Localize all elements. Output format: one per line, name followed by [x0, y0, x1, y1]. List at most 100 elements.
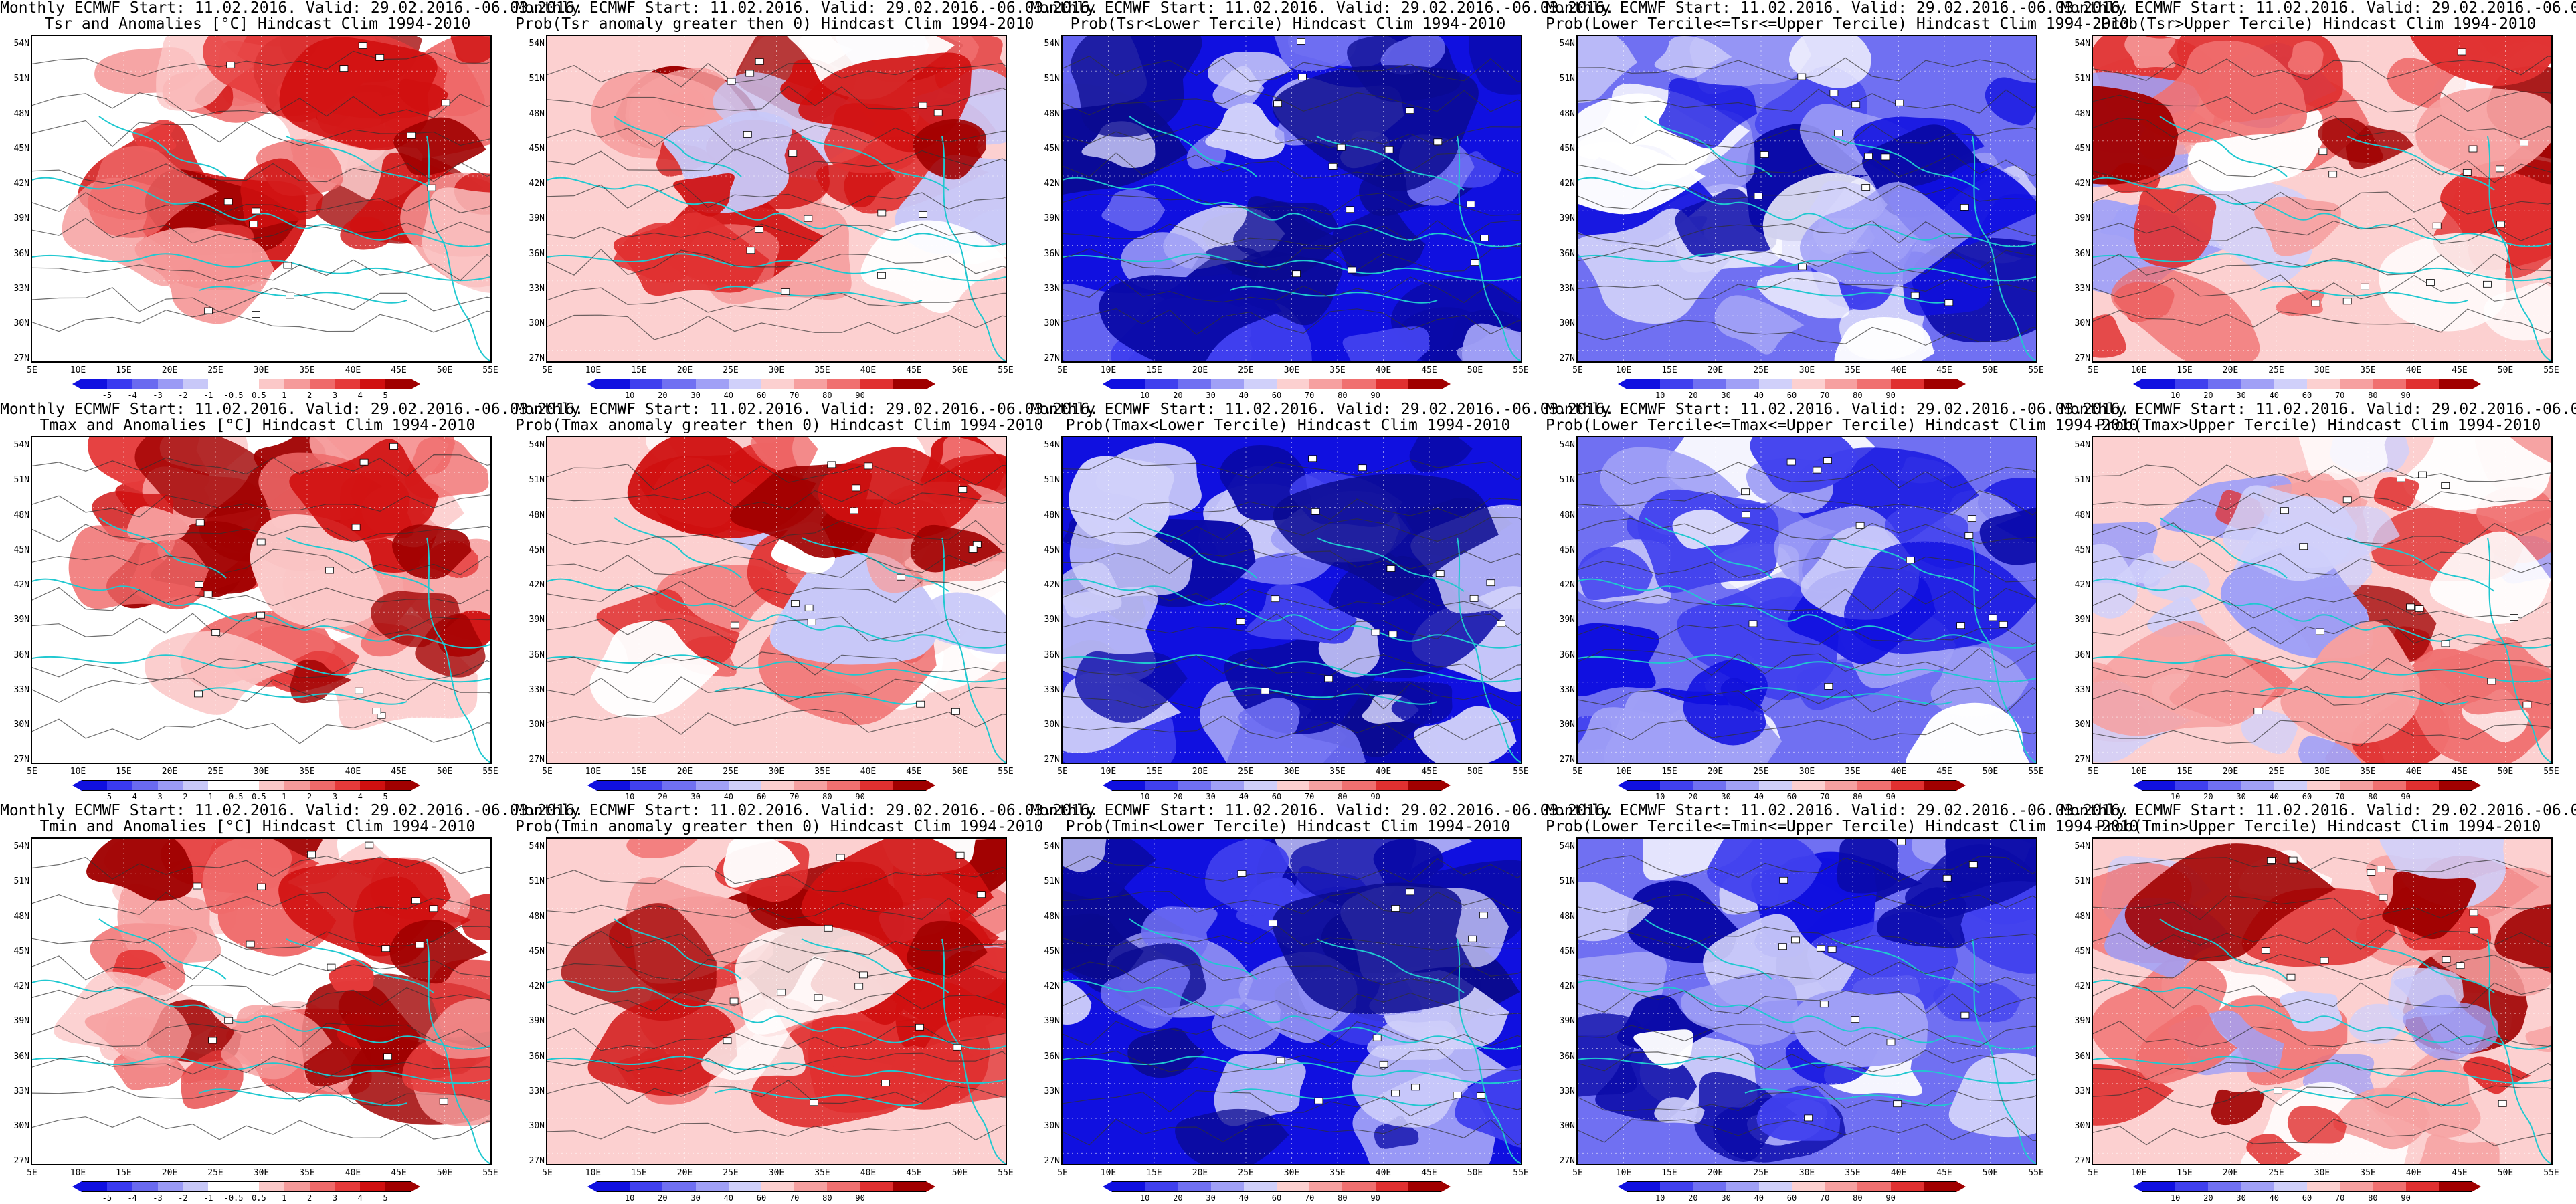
panel-title-line1: Monthly ECMWF Start: 11.02.2016. Valid: … — [515, 0, 1099, 17]
latitude-label: 30N — [1559, 720, 1575, 730]
map-area — [1576, 35, 2037, 363]
longitude-label: 30E — [253, 1168, 270, 1178]
colorbar-segment — [1145, 1181, 1178, 1192]
colorbar-segment — [1890, 780, 1924, 791]
colorbar-segment — [2438, 1181, 2472, 1192]
station-marker — [1778, 943, 1787, 950]
colorbar-segment — [1857, 379, 1891, 389]
latitude-label: 54N — [13, 841, 29, 851]
shaded-region — [1380, 36, 1445, 75]
shaded-region — [250, 514, 384, 629]
colorbar-tick-label: 30 — [1206, 391, 1216, 400]
contour-line — [32, 926, 490, 950]
colorbar-segment — [827, 1181, 860, 1192]
station-marker — [251, 207, 260, 215]
coastline — [98, 116, 227, 177]
latitude-label: 48N — [2074, 911, 2090, 922]
shaded-region — [2379, 233, 2508, 332]
shaded-region — [1274, 36, 1359, 71]
contour-line — [1578, 719, 2036, 741]
latitude-label: 27N — [1559, 1156, 1575, 1167]
station-marker — [325, 567, 335, 574]
colorbar-tick-label: 70 — [789, 391, 800, 400]
shaded-region — [1100, 959, 1191, 1029]
station-marker — [377, 712, 386, 719]
colorbar — [2133, 780, 2482, 791]
station-marker — [1237, 870, 1247, 877]
contour-line — [547, 1122, 1006, 1140]
station-marker — [1435, 570, 1445, 577]
latitude-label: 36N — [1044, 248, 1060, 259]
latitude-label: 33N — [1559, 283, 1575, 294]
shaded-region — [1844, 541, 2036, 654]
panel-title-line1: Monthly ECMWF Start: 11.02.2016. Valid: … — [2061, 802, 2576, 819]
station-marker — [1453, 1092, 1462, 1098]
coastline — [1744, 286, 1953, 304]
shaded-region — [88, 146, 219, 238]
contour-line — [547, 708, 1006, 735]
station-marker — [285, 292, 294, 299]
station-marker — [256, 538, 266, 546]
colorbar-segment — [1309, 1181, 1343, 1192]
coastline — [1229, 1088, 1438, 1106]
station-marker — [897, 573, 905, 581]
latitude-label: 48N — [13, 510, 29, 520]
colorbar-segment — [335, 379, 361, 389]
colorbar-arrow-left — [1103, 1181, 1112, 1192]
shaded-region — [614, 223, 689, 283]
colorbar-segment — [2274, 780, 2308, 791]
colorbar-segment — [1726, 379, 1759, 389]
colorbar-tick-label: -3 — [153, 792, 163, 801]
latitude-label: 45N — [2074, 544, 2090, 555]
coastline — [2093, 979, 2551, 1050]
station-marker — [827, 461, 836, 468]
coastline — [547, 253, 1006, 282]
colorbar-tick-label: -5 — [102, 1193, 112, 1203]
longitude-label: 25E — [1238, 365, 1254, 375]
latitude-label: 36N — [13, 1051, 29, 1062]
panel-title-line2: Prob(Tsr<Lower Tercile) Hindcast Clim 19… — [1070, 15, 1506, 33]
colorbar-segment — [234, 1181, 259, 1192]
colorbar-segment — [1145, 780, 1178, 791]
colorbar-segment — [1243, 1181, 1277, 1192]
station-marker — [256, 883, 266, 890]
longitude-label: 40E — [1375, 767, 1392, 777]
longitude-label: 25E — [2268, 1168, 2284, 1178]
longitude-label: 45E — [1936, 365, 1952, 375]
contour-line — [547, 287, 1006, 313]
longitude-label: 35E — [814, 767, 830, 777]
contour-line — [32, 587, 490, 611]
coastline — [1831, 136, 1980, 191]
colorbar-segment — [1660, 379, 1693, 389]
shaded-region — [2382, 871, 2476, 940]
colorbar-tick-label: 30 — [691, 391, 701, 400]
latitude-label: 51N — [13, 475, 29, 486]
latitude-label: 27N — [1044, 1156, 1060, 1167]
coastline — [426, 136, 490, 361]
coastline — [941, 136, 1006, 361]
latitude-label: 42N — [2074, 179, 2090, 189]
latitude-label: 30N — [529, 720, 545, 730]
colorbar-segment — [1277, 1181, 1310, 1192]
longitude-label: 50E — [1982, 1168, 1999, 1178]
colorbar-tick-label: 90 — [1370, 792, 1380, 801]
longitude-label: 30E — [1283, 365, 1300, 375]
longitude-label: 20E — [161, 1168, 178, 1178]
contour-line — [1578, 647, 2036, 676]
station-marker — [727, 78, 736, 85]
latitude-label: 36N — [1044, 649, 1060, 660]
colorbar-segment — [309, 780, 335, 791]
shaded-region — [2318, 117, 2383, 163]
colorbar-segment — [1112, 379, 1145, 389]
colorbar — [1103, 1181, 1451, 1192]
colorbar-ticks: 10 20 30 40 60 70 80 90 — [587, 391, 935, 400]
colorbar-arrow-left — [587, 780, 597, 791]
panel-title-line2: Prob(Lower Tercile<=Tmax<=Upper Tercile)… — [1546, 417, 2139, 434]
contour-line — [2093, 217, 2551, 244]
station-marker — [1308, 455, 1317, 462]
station-marker — [836, 854, 845, 861]
colorbar-tick-label: 30 — [1206, 792, 1216, 801]
colorbar-ticks: -5 -4 -3 -2 -1 -0.5 0.5 1 2 3 4 5 — [72, 391, 420, 400]
longitude-label: 40E — [1375, 1168, 1392, 1178]
latitude-label: 48N — [1044, 108, 1060, 119]
